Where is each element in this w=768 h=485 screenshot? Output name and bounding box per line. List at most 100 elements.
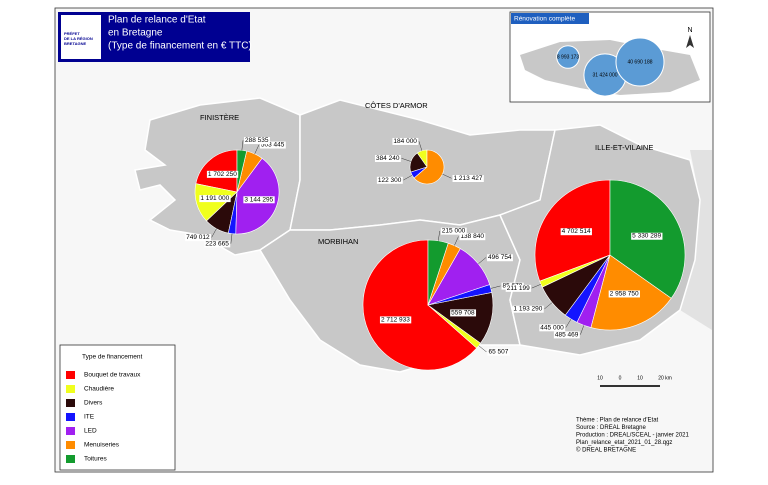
legend-title: Type de financement — [82, 354, 143, 361]
note: Plan_relance_etat_2021_01_28.qgz — [576, 440, 672, 446]
north-arrow — [686, 35, 694, 48]
leader-line — [403, 175, 413, 181]
value-label-bg — [553, 331, 580, 339]
legend-swatch — [66, 427, 75, 435]
legend-label: Divers — [84, 400, 103, 407]
note: © DREAL BRETAGNE — [576, 447, 636, 454]
value-label-bg — [560, 228, 592, 236]
title: en Bretagne — [108, 28, 163, 39]
value-label-bg — [185, 234, 211, 242]
value-label: 215 000 — [442, 228, 466, 235]
value-label: 223 665 — [205, 240, 229, 247]
north-label: N — [687, 27, 692, 34]
value-label-bg — [206, 170, 239, 178]
logo-text: DE LA RÉGION — [64, 36, 93, 41]
scale-label: 0 — [619, 375, 622, 381]
value-label-bg — [539, 324, 566, 332]
inset-label: 40 690 188 — [627, 59, 652, 65]
legend-label: ITE — [84, 414, 95, 421]
department-name: MORBIHAN — [318, 237, 358, 246]
leader-line — [418, 141, 423, 151]
department-name: CÔTES D'ARMOR — [365, 101, 428, 110]
legend-label: Toitures — [84, 456, 108, 463]
inset-circle — [615, 37, 665, 87]
scale-label: 10 — [637, 375, 643, 381]
value-label: 2 712 933 — [381, 316, 410, 323]
value-label-bg — [631, 232, 663, 240]
value-label-bg — [608, 290, 640, 298]
value-label: 445 000 — [540, 324, 564, 331]
value-label: 5 330 289 — [632, 233, 661, 240]
leader-line — [544, 302, 553, 310]
value-label: 122 300 — [378, 177, 402, 184]
value-label-bg — [452, 175, 484, 183]
leader-line — [478, 257, 487, 265]
pie-slice — [235, 157, 280, 235]
legend-label: LED — [84, 428, 97, 435]
note: Source : DREAL Bretagne — [576, 425, 646, 431]
leader-line — [437, 230, 441, 241]
value-label: 1 213 427 — [454, 175, 483, 182]
inset-title: Rénovation complète — [514, 16, 575, 23]
leader-line — [580, 325, 585, 335]
legend-swatch — [66, 385, 75, 393]
leader-line — [254, 144, 260, 155]
value-label: 496 754 — [488, 254, 512, 261]
value-label: 288 535 — [245, 137, 269, 144]
inset-label: 31 424 000 — [592, 72, 617, 78]
leader-line — [531, 283, 542, 289]
inset-circle — [556, 45, 580, 69]
value-label-bg — [199, 195, 231, 203]
pie-slice — [413, 149, 445, 185]
value-label-bg — [392, 137, 419, 145]
leader-line — [565, 318, 572, 328]
legend-swatch — [66, 399, 75, 407]
legend-label: Menuiseries — [84, 442, 120, 449]
leader-line — [454, 236, 459, 246]
logo-text: PRÉFET — [64, 31, 80, 36]
leader-line — [478, 345, 487, 353]
leader-line — [401, 158, 411, 162]
value-label: 1 702 250 — [208, 171, 237, 178]
value-label: 184 000 — [393, 138, 417, 145]
value-label: 211 199 — [507, 285, 530, 292]
value-label-bg — [379, 316, 412, 324]
title: Plan de relance d'Etat — [108, 15, 206, 26]
value-label-bg — [487, 348, 510, 356]
value-label: 485 469 — [555, 331, 579, 338]
logo-box — [61, 15, 101, 59]
value-label: 138 840 — [460, 233, 484, 240]
value-label-bg — [440, 227, 467, 235]
value-label-bg — [459, 233, 486, 241]
value-label: 2 958 750 — [610, 290, 639, 297]
inset-label: 8 993 173 — [557, 54, 579, 60]
note: Thème : Plan de relance d'Etat — [576, 418, 659, 424]
legend-swatch — [66, 455, 75, 463]
leader-line — [490, 285, 501, 289]
leader-line — [241, 140, 244, 151]
legend-swatch — [66, 413, 75, 421]
value-label: 1 191 000 — [200, 195, 229, 202]
value-label: 3 144 295 — [244, 196, 273, 203]
value-label-bg — [505, 284, 532, 292]
inset-title-bg — [511, 13, 589, 24]
value-label-bg — [243, 196, 275, 204]
note: Production : DREAL/SCEAL - janvier 2021 — [576, 433, 689, 439]
pie-slice — [236, 149, 248, 193]
department-name: FINISTÈRE — [200, 113, 239, 122]
pie-slice — [362, 239, 478, 371]
legend-label: Chaudière — [84, 386, 114, 393]
value-label: 559 708 — [451, 309, 475, 316]
value-label-bg — [450, 309, 477, 317]
leader-line — [230, 233, 233, 244]
legend-swatch — [66, 371, 75, 379]
value-label-bg — [259, 141, 286, 149]
value-label: 384 240 — [376, 155, 400, 162]
value-label-bg — [374, 154, 401, 162]
legend-swatch — [66, 441, 75, 449]
value-label: 749 012 — [186, 234, 210, 241]
value-label-bg — [376, 176, 403, 184]
leader-line — [442, 173, 452, 179]
